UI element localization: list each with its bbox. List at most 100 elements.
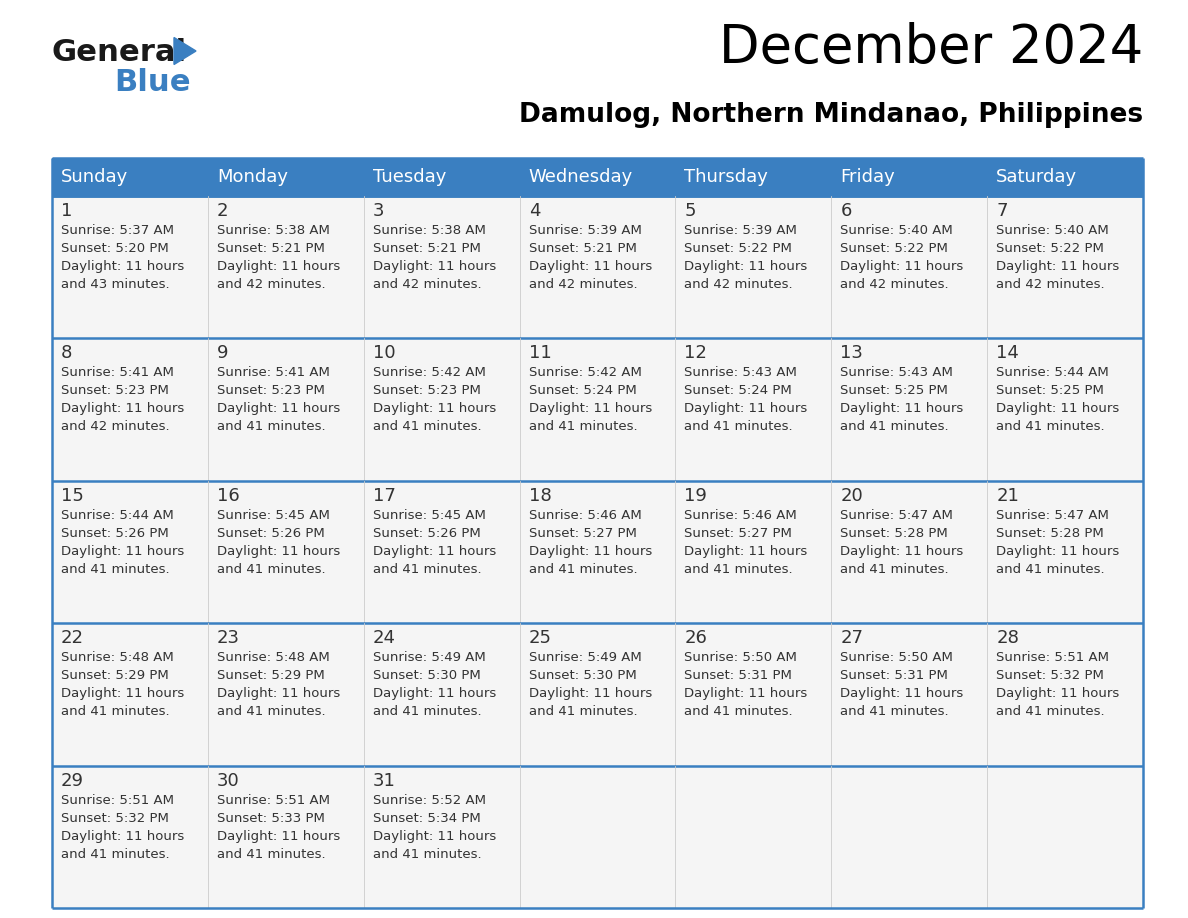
Text: Daylight: 11 hours: Daylight: 11 hours [997, 544, 1119, 558]
Bar [987, 196, 1143, 339]
Text: and 41 minutes.: and 41 minutes. [840, 563, 949, 576]
Bar [987, 481, 1143, 623]
Text: 20: 20 [840, 487, 862, 505]
Text: Sunset: 5:27 PM: Sunset: 5:27 PM [529, 527, 637, 540]
Text: Sunset: 5:29 PM: Sunset: 5:29 PM [217, 669, 324, 682]
Text: Sunset: 5:25 PM: Sunset: 5:25 PM [997, 385, 1104, 397]
Bar [519, 481, 676, 623]
Text: Sunrise: 5:45 AM: Sunrise: 5:45 AM [373, 509, 486, 521]
Text: 31: 31 [373, 772, 396, 789]
Text: Daylight: 11 hours: Daylight: 11 hours [684, 544, 808, 558]
Text: Sunset: 5:21 PM: Sunset: 5:21 PM [529, 242, 637, 255]
Text: Sunset: 5:34 PM: Sunset: 5:34 PM [373, 812, 480, 824]
Text: Daylight: 11 hours: Daylight: 11 hours [684, 402, 808, 416]
Text: Sunrise: 5:44 AM: Sunrise: 5:44 AM [61, 509, 173, 521]
Text: Sunset: 5:23 PM: Sunset: 5:23 PM [61, 385, 169, 397]
Text: Sunrise: 5:41 AM: Sunrise: 5:41 AM [217, 366, 330, 379]
Text: Sunrise: 5:46 AM: Sunrise: 5:46 AM [684, 509, 797, 521]
Text: Sunrise: 5:40 AM: Sunrise: 5:40 AM [997, 224, 1108, 237]
Bar [832, 158, 987, 196]
Text: 6: 6 [840, 202, 852, 220]
Text: Sunset: 5:22 PM: Sunset: 5:22 PM [684, 242, 792, 255]
Bar [832, 196, 987, 339]
Text: 29: 29 [61, 772, 84, 789]
Text: Sunset: 5:28 PM: Sunset: 5:28 PM [840, 527, 948, 540]
Bar [519, 196, 676, 339]
Text: and 41 minutes.: and 41 minutes. [373, 847, 481, 860]
Text: Daylight: 11 hours: Daylight: 11 hours [529, 260, 652, 273]
Bar [52, 196, 208, 339]
Text: and 41 minutes.: and 41 minutes. [373, 705, 481, 718]
Text: and 41 minutes.: and 41 minutes. [529, 563, 637, 576]
Text: Sunrise: 5:51 AM: Sunrise: 5:51 AM [997, 651, 1110, 665]
Text: Sunset: 5:31 PM: Sunset: 5:31 PM [840, 669, 948, 682]
Bar [519, 766, 676, 908]
Text: Sunset: 5:26 PM: Sunset: 5:26 PM [61, 527, 169, 540]
Text: 23: 23 [217, 629, 240, 647]
Text: Sunrise: 5:43 AM: Sunrise: 5:43 AM [840, 366, 953, 379]
Text: and 41 minutes.: and 41 minutes. [840, 420, 949, 433]
Text: Daylight: 11 hours: Daylight: 11 hours [529, 688, 652, 700]
Bar [832, 481, 987, 623]
Text: and 42 minutes.: and 42 minutes. [684, 278, 794, 291]
Bar [987, 766, 1143, 908]
Text: Saturday: Saturday [997, 168, 1078, 186]
Text: and 41 minutes.: and 41 minutes. [217, 847, 326, 860]
Text: 9: 9 [217, 344, 228, 363]
Text: Sunset: 5:21 PM: Sunset: 5:21 PM [373, 242, 481, 255]
Text: Sunrise: 5:51 AM: Sunrise: 5:51 AM [217, 793, 330, 807]
Bar [987, 339, 1143, 481]
Text: Daylight: 11 hours: Daylight: 11 hours [61, 830, 184, 843]
Text: Friday: Friday [840, 168, 895, 186]
Text: 15: 15 [61, 487, 84, 505]
Text: Daylight: 11 hours: Daylight: 11 hours [373, 544, 495, 558]
Text: and 41 minutes.: and 41 minutes. [529, 420, 637, 433]
Text: 11: 11 [529, 344, 551, 363]
Bar [208, 196, 364, 339]
Text: 22: 22 [61, 629, 84, 647]
Text: Daylight: 11 hours: Daylight: 11 hours [373, 260, 495, 273]
Text: Sunset: 5:31 PM: Sunset: 5:31 PM [684, 669, 792, 682]
Text: 30: 30 [217, 772, 240, 789]
Text: and 41 minutes.: and 41 minutes. [61, 847, 170, 860]
Text: 27: 27 [840, 629, 864, 647]
Bar [987, 623, 1143, 766]
Text: Blue: Blue [114, 68, 190, 97]
Text: Monday: Monday [217, 168, 287, 186]
Text: and 41 minutes.: and 41 minutes. [997, 705, 1105, 718]
Text: and 41 minutes.: and 41 minutes. [997, 420, 1105, 433]
Text: and 41 minutes.: and 41 minutes. [217, 563, 326, 576]
Text: Sunrise: 5:37 AM: Sunrise: 5:37 AM [61, 224, 173, 237]
Text: Daylight: 11 hours: Daylight: 11 hours [684, 260, 808, 273]
Text: 1: 1 [61, 202, 72, 220]
Text: Sunrise: 5:50 AM: Sunrise: 5:50 AM [684, 651, 797, 665]
Text: 13: 13 [840, 344, 864, 363]
Text: Sunrise: 5:44 AM: Sunrise: 5:44 AM [997, 366, 1108, 379]
Text: and 42 minutes.: and 42 minutes. [373, 278, 481, 291]
Bar [519, 623, 676, 766]
Text: Sunrise: 5:42 AM: Sunrise: 5:42 AM [373, 366, 486, 379]
Text: Wednesday: Wednesday [529, 168, 633, 186]
Text: Sunrise: 5:47 AM: Sunrise: 5:47 AM [997, 509, 1110, 521]
Text: Sunset: 5:28 PM: Sunset: 5:28 PM [997, 527, 1104, 540]
Text: and 41 minutes.: and 41 minutes. [373, 420, 481, 433]
Text: General: General [52, 38, 188, 67]
Bar [832, 339, 987, 481]
Text: and 41 minutes.: and 41 minutes. [61, 563, 170, 576]
Text: 26: 26 [684, 629, 707, 647]
Text: Sunrise: 5:48 AM: Sunrise: 5:48 AM [217, 651, 329, 665]
Text: and 41 minutes.: and 41 minutes. [997, 563, 1105, 576]
Bar [676, 158, 832, 196]
Text: 28: 28 [997, 629, 1019, 647]
Text: Daylight: 11 hours: Daylight: 11 hours [529, 544, 652, 558]
Text: 19: 19 [684, 487, 707, 505]
Text: Daylight: 11 hours: Daylight: 11 hours [997, 260, 1119, 273]
Text: and 41 minutes.: and 41 minutes. [840, 705, 949, 718]
Text: Daylight: 11 hours: Daylight: 11 hours [61, 260, 184, 273]
Bar [519, 158, 676, 196]
Text: and 41 minutes.: and 41 minutes. [217, 705, 326, 718]
Text: Sunrise: 5:45 AM: Sunrise: 5:45 AM [217, 509, 330, 521]
Text: Sunrise: 5:38 AM: Sunrise: 5:38 AM [217, 224, 330, 237]
Text: December 2024: December 2024 [719, 22, 1143, 74]
Bar [52, 481, 208, 623]
